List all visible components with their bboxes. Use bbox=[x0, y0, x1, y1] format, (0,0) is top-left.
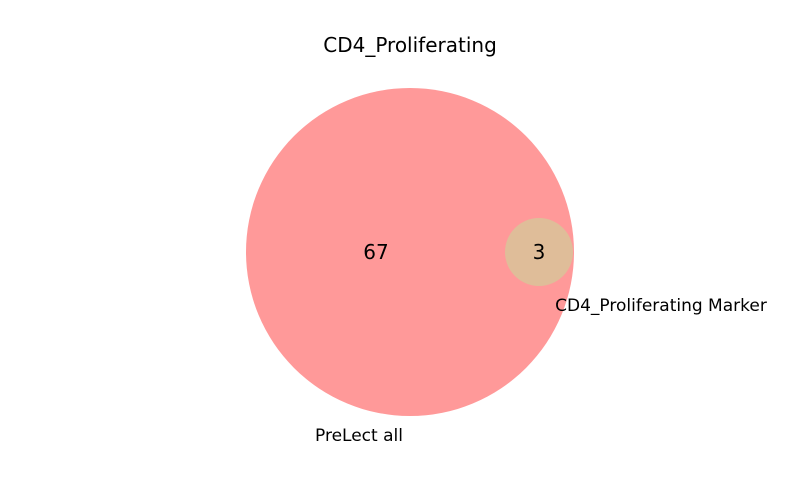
region-intersection-count: 3 bbox=[533, 240, 546, 264]
set-b-circle bbox=[505, 218, 573, 286]
region-a-only-count: 67 bbox=[363, 240, 388, 264]
set-a-label: PreLect all bbox=[315, 426, 403, 446]
chart-title: CD4_Proliferating bbox=[323, 33, 497, 57]
set-b-label: CD4_Proliferating Marker bbox=[555, 296, 767, 316]
set-a-circle bbox=[246, 88, 574, 416]
